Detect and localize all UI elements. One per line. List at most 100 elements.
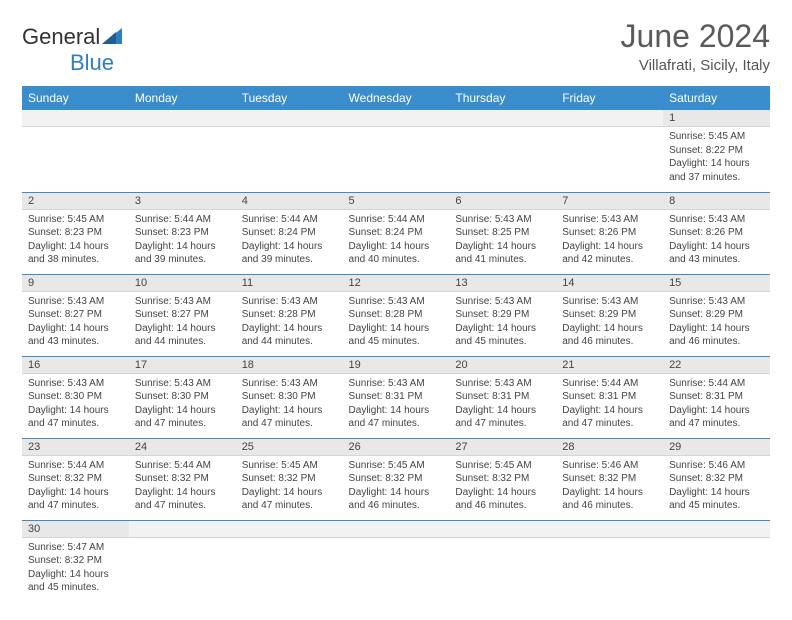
day-details: Sunrise: 5:44 AMSunset: 8:31 PMDaylight:… (663, 374, 770, 434)
calendar-cell: 22Sunrise: 5:44 AMSunset: 8:31 PMDayligh… (663, 356, 770, 438)
sunrise-text: Sunrise: 5:43 AM (669, 213, 764, 227)
page: GeneralBlue June 2024 Villafrati, Sicily… (0, 0, 792, 620)
sunrise-text: Sunrise: 5:44 AM (135, 213, 230, 227)
sunrise-text: Sunrise: 5:43 AM (349, 377, 444, 391)
calendar-cell: 11Sunrise: 5:43 AMSunset: 8:28 PMDayligh… (236, 274, 343, 356)
day-number (129, 521, 236, 538)
weekday-header: Tuesday (236, 86, 343, 110)
sunset-text: Sunset: 8:31 PM (349, 390, 444, 404)
day-details: Sunrise: 5:43 AMSunset: 8:27 PMDaylight:… (22, 292, 129, 352)
day-number: 23 (22, 439, 129, 456)
sunset-text: Sunset: 8:30 PM (28, 390, 123, 404)
daylight-text: Daylight: 14 hours and 47 minutes. (242, 486, 337, 513)
sunset-text: Sunset: 8:24 PM (349, 226, 444, 240)
weekday-header: Thursday (449, 86, 556, 110)
day-details: Sunrise: 5:45 AMSunset: 8:32 PMDaylight:… (449, 456, 556, 516)
sunrise-text: Sunrise: 5:45 AM (349, 459, 444, 473)
daylight-text: Daylight: 14 hours and 39 minutes. (135, 240, 230, 267)
day-details: Sunrise: 5:43 AMSunset: 8:25 PMDaylight:… (449, 210, 556, 270)
sunset-text: Sunset: 8:25 PM (455, 226, 550, 240)
sunrise-text: Sunrise: 5:44 AM (669, 377, 764, 391)
calendar-cell (449, 520, 556, 602)
sunrise-text: Sunrise: 5:43 AM (455, 213, 550, 227)
sunrise-text: Sunrise: 5:43 AM (562, 295, 657, 309)
sunset-text: Sunset: 8:31 PM (669, 390, 764, 404)
calendar-cell (343, 110, 450, 192)
day-details: Sunrise: 5:43 AMSunset: 8:26 PMDaylight:… (556, 210, 663, 270)
calendar-row: 9Sunrise: 5:43 AMSunset: 8:27 PMDaylight… (22, 274, 770, 356)
weekday-header: Friday (556, 86, 663, 110)
day-details: Sunrise: 5:43 AMSunset: 8:26 PMDaylight:… (663, 210, 770, 270)
sunrise-text: Sunrise: 5:43 AM (455, 295, 550, 309)
day-number (556, 110, 663, 127)
daylight-text: Daylight: 14 hours and 37 minutes. (669, 157, 764, 184)
sunrise-text: Sunrise: 5:45 AM (28, 213, 123, 227)
day-number: 9 (22, 275, 129, 292)
day-details: Sunrise: 5:45 AMSunset: 8:32 PMDaylight:… (343, 456, 450, 516)
day-details: Sunrise: 5:43 AMSunset: 8:31 PMDaylight:… (449, 374, 556, 434)
daylight-text: Daylight: 14 hours and 45 minutes. (669, 486, 764, 513)
daylight-text: Daylight: 14 hours and 47 minutes. (455, 404, 550, 431)
day-details: Sunrise: 5:47 AMSunset: 8:32 PMDaylight:… (22, 538, 129, 598)
sunrise-text: Sunrise: 5:43 AM (562, 213, 657, 227)
daylight-text: Daylight: 14 hours and 47 minutes. (135, 486, 230, 513)
sunset-text: Sunset: 8:29 PM (669, 308, 764, 322)
calendar-cell (129, 520, 236, 602)
calendar-cell (236, 110, 343, 192)
daylight-text: Daylight: 14 hours and 46 minutes. (669, 322, 764, 349)
sunset-text: Sunset: 8:26 PM (562, 226, 657, 240)
sunrise-text: Sunrise: 5:43 AM (349, 295, 444, 309)
calendar-cell: 3Sunrise: 5:44 AMSunset: 8:23 PMDaylight… (129, 192, 236, 274)
calendar-cell (663, 520, 770, 602)
day-details: Sunrise: 5:43 AMSunset: 8:28 PMDaylight:… (343, 292, 450, 352)
sunrise-text: Sunrise: 5:43 AM (242, 295, 337, 309)
day-details: Sunrise: 5:43 AMSunset: 8:29 PMDaylight:… (663, 292, 770, 352)
sunrise-text: Sunrise: 5:44 AM (562, 377, 657, 391)
day-details: Sunrise: 5:43 AMSunset: 8:30 PMDaylight:… (129, 374, 236, 434)
daylight-text: Daylight: 14 hours and 44 minutes. (135, 322, 230, 349)
day-details: Sunrise: 5:43 AMSunset: 8:30 PMDaylight:… (22, 374, 129, 434)
sunrise-text: Sunrise: 5:45 AM (669, 130, 764, 144)
calendar-body: 1Sunrise: 5:45 AMSunset: 8:22 PMDaylight… (22, 110, 770, 602)
calendar-cell: 21Sunrise: 5:44 AMSunset: 8:31 PMDayligh… (556, 356, 663, 438)
calendar-cell: 19Sunrise: 5:43 AMSunset: 8:31 PMDayligh… (343, 356, 450, 438)
day-number: 2 (22, 193, 129, 210)
day-number: 24 (129, 439, 236, 456)
day-number: 30 (22, 521, 129, 538)
day-number: 13 (449, 275, 556, 292)
calendar-cell: 9Sunrise: 5:43 AMSunset: 8:27 PMDaylight… (22, 274, 129, 356)
day-details: Sunrise: 5:44 AMSunset: 8:31 PMDaylight:… (556, 374, 663, 434)
day-number: 18 (236, 357, 343, 374)
daylight-text: Daylight: 14 hours and 45 minutes. (455, 322, 550, 349)
daylight-text: Daylight: 14 hours and 47 minutes. (669, 404, 764, 431)
calendar-table: SundayMondayTuesdayWednesdayThursdayFrid… (22, 86, 770, 602)
daylight-text: Daylight: 14 hours and 43 minutes. (669, 240, 764, 267)
day-details: Sunrise: 5:44 AMSunset: 8:24 PMDaylight:… (236, 210, 343, 270)
day-number: 4 (236, 193, 343, 210)
calendar-cell: 15Sunrise: 5:43 AMSunset: 8:29 PMDayligh… (663, 274, 770, 356)
day-details: Sunrise: 5:43 AMSunset: 8:31 PMDaylight:… (343, 374, 450, 434)
day-number: 14 (556, 275, 663, 292)
day-number: 26 (343, 439, 450, 456)
logo-word-1: General (22, 24, 100, 49)
sunset-text: Sunset: 8:22 PM (669, 144, 764, 158)
day-number: 10 (129, 275, 236, 292)
calendar-cell: 14Sunrise: 5:43 AMSunset: 8:29 PMDayligh… (556, 274, 663, 356)
logo: GeneralBlue (22, 24, 124, 76)
day-number (343, 110, 450, 127)
logo-word-2: Blue (70, 50, 114, 75)
sunset-text: Sunset: 8:27 PM (28, 308, 123, 322)
calendar-row: 23Sunrise: 5:44 AMSunset: 8:32 PMDayligh… (22, 438, 770, 520)
day-number: 8 (663, 193, 770, 210)
month-title: June 2024 (621, 18, 770, 55)
day-details: Sunrise: 5:44 AMSunset: 8:32 PMDaylight:… (22, 456, 129, 516)
sunrise-text: Sunrise: 5:47 AM (28, 541, 123, 555)
calendar-cell: 24Sunrise: 5:44 AMSunset: 8:32 PMDayligh… (129, 438, 236, 520)
daylight-text: Daylight: 14 hours and 45 minutes. (28, 568, 123, 595)
calendar-cell (343, 520, 450, 602)
sunrise-text: Sunrise: 5:43 AM (28, 377, 123, 391)
calendar-cell: 20Sunrise: 5:43 AMSunset: 8:31 PMDayligh… (449, 356, 556, 438)
day-details: Sunrise: 5:45 AMSunset: 8:32 PMDaylight:… (236, 456, 343, 516)
weekday-header: Wednesday (343, 86, 450, 110)
daylight-text: Daylight: 14 hours and 41 minutes. (455, 240, 550, 267)
